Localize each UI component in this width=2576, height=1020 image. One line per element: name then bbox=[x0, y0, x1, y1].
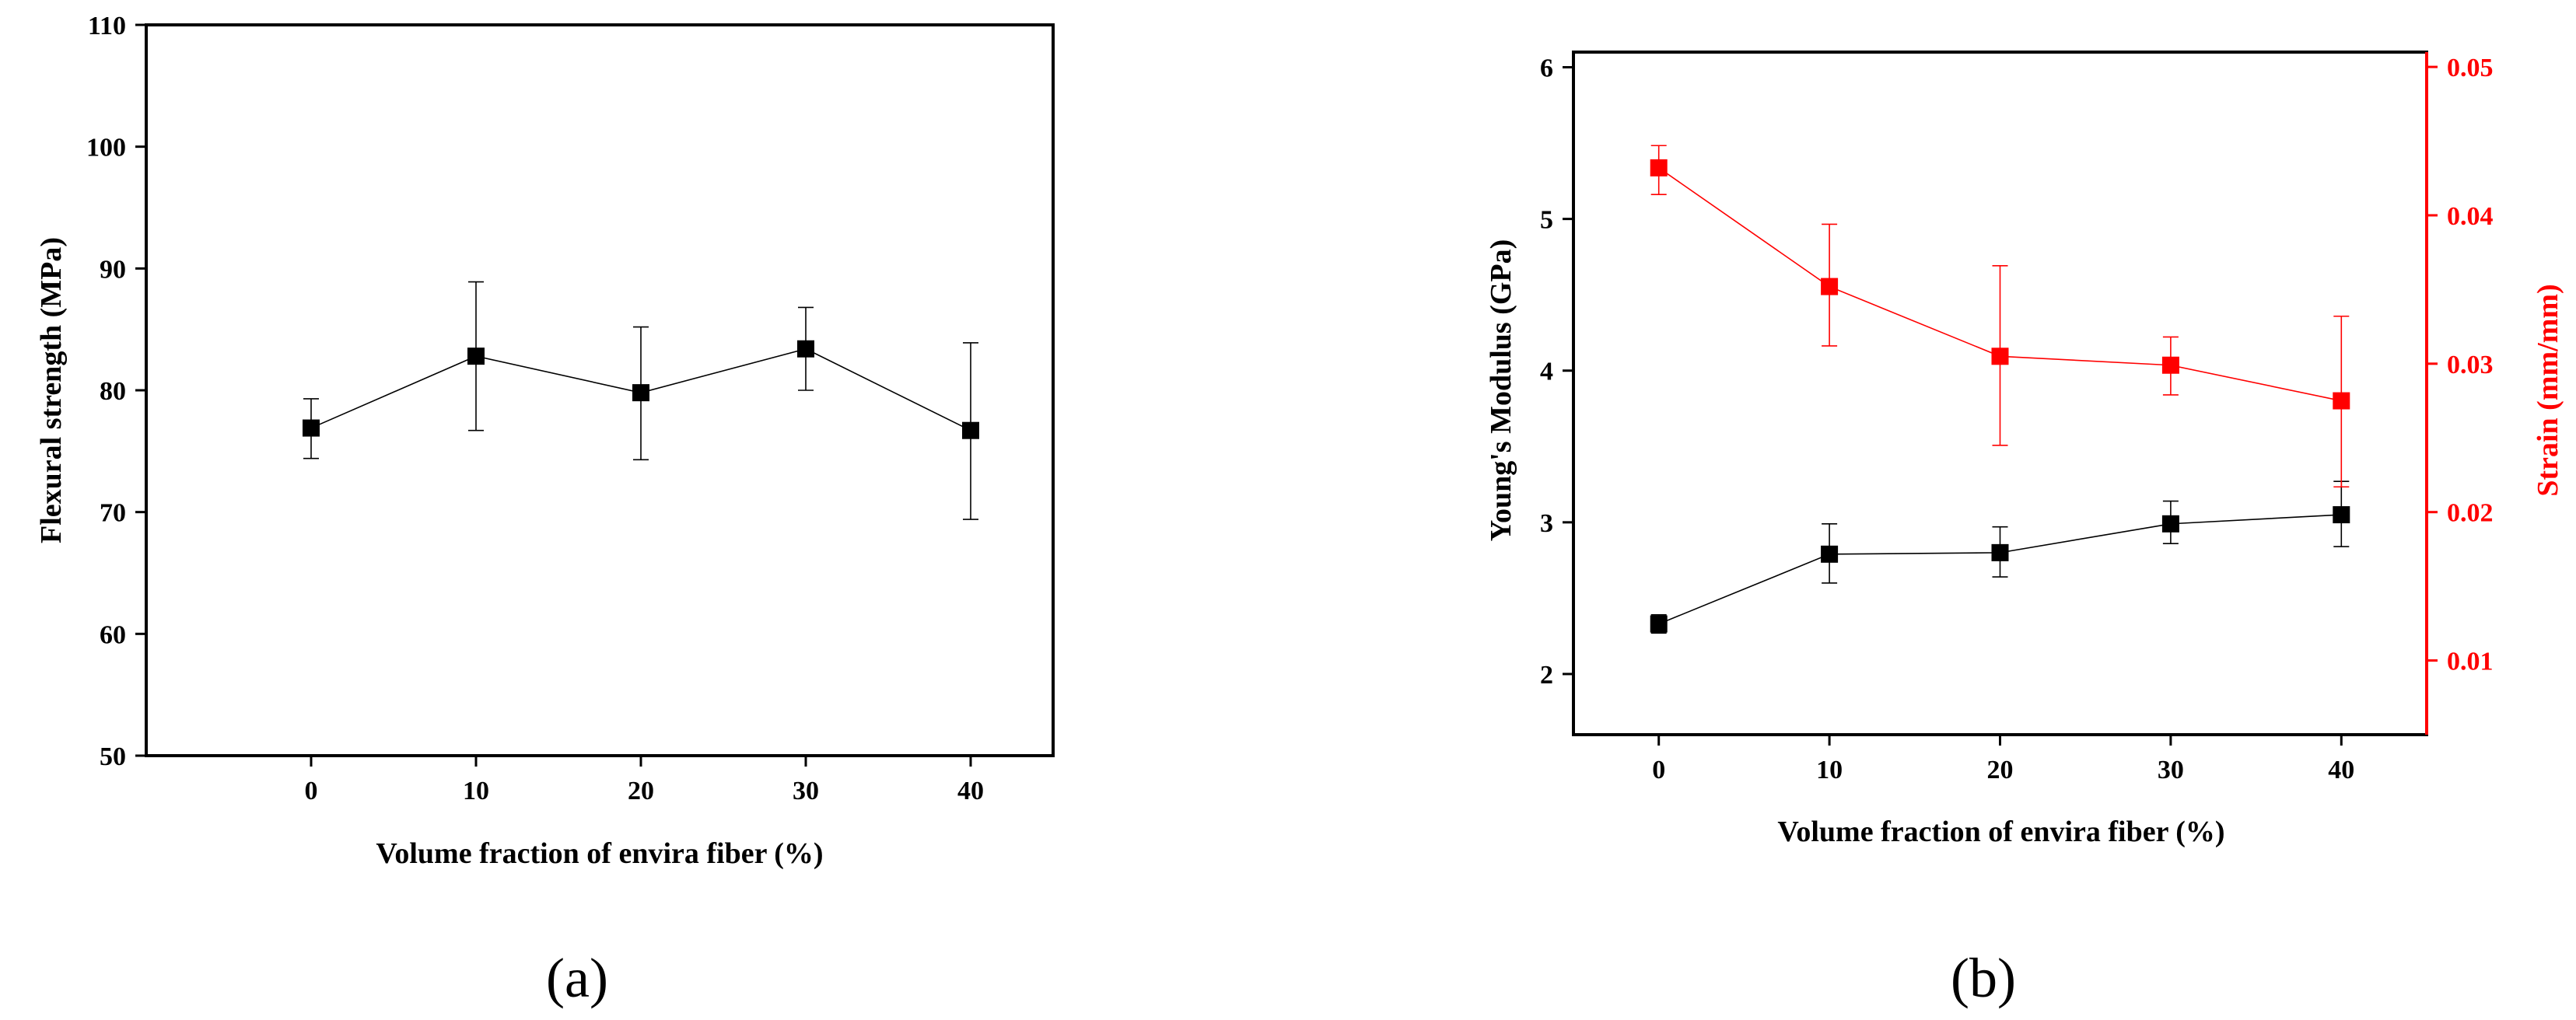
data-point-marker bbox=[1650, 615, 1668, 633]
x-axis: 0 10 20 30 40 bbox=[305, 756, 984, 805]
x-tick-label: 10 bbox=[1816, 756, 1843, 784]
y-tick-label-right: 0.03 bbox=[2447, 351, 2494, 379]
panel-label: (a) bbox=[546, 947, 608, 1009]
y-tick-label: 4 bbox=[1540, 358, 1553, 386]
data-point-marker bbox=[2333, 392, 2350, 410]
data-point-marker bbox=[1650, 159, 1668, 176]
x-tick-label: 30 bbox=[793, 777, 819, 805]
data-point-marker bbox=[2161, 515, 2179, 533]
y-axis: 2 3 4 5 6 bbox=[1540, 54, 1573, 690]
y-tick-label-right: 0.01 bbox=[2447, 648, 2494, 676]
y-tick-label: 80 bbox=[100, 377, 126, 406]
x-tick-label: 0 bbox=[1652, 756, 1665, 784]
y-tick-label-right: 0.05 bbox=[2447, 54, 2494, 82]
y-tick-label: 2 bbox=[1540, 661, 1553, 690]
data-point-marker bbox=[2161, 356, 2179, 374]
data-point-marker bbox=[2333, 506, 2350, 524]
y-axis-title: Flexural strength (MPa) bbox=[35, 237, 68, 543]
x-axis: 0 10 20 30 40 bbox=[1652, 735, 2354, 784]
x-tick-label: 40 bbox=[957, 777, 984, 805]
y-tick-label: 6 bbox=[1540, 54, 1553, 83]
y-tick-label-right: 0.04 bbox=[2447, 202, 2494, 231]
data-point-marker bbox=[1821, 545, 1839, 563]
x-tick-label: 0 bbox=[305, 777, 318, 805]
y-tick-label: 110 bbox=[88, 12, 126, 40]
data-point-marker bbox=[1821, 278, 1839, 295]
y-tick-label: 3 bbox=[1540, 509, 1553, 538]
y-axis: 50 60 70 80 90 100 110 bbox=[86, 12, 146, 771]
plot-area-frame bbox=[145, 23, 1055, 757]
y-tick-label: 5 bbox=[1540, 206, 1553, 235]
data-point-marker bbox=[632, 384, 649, 402]
x-axis-title: Volume fraction of envira fiber (%) bbox=[1777, 816, 2224, 848]
y-tick-label-right: 0.02 bbox=[2447, 499, 2494, 528]
x-tick-label: 30 bbox=[2158, 756, 2184, 784]
x-tick-label: 20 bbox=[628, 777, 654, 805]
series-group bbox=[303, 281, 979, 520]
x-tick-label: 40 bbox=[2328, 756, 2354, 784]
y-tick-label: 90 bbox=[100, 255, 126, 284]
data-point-marker bbox=[1991, 543, 2009, 561]
data-point-marker bbox=[467, 348, 485, 365]
chart-panel-b: 2 3 4 5 6 0.01 0.02 0.03 0.04 0.05 0 10 20 30 40 Vol… bbox=[1485, 51, 2564, 1009]
data-point-marker bbox=[962, 421, 979, 439]
chart-panel-a: 50 60 70 80 90 100 110 0 10 20 30 40 Volume fracti… bbox=[35, 12, 1055, 1009]
y-tick-label: 70 bbox=[100, 499, 126, 528]
data-point-marker bbox=[797, 340, 814, 358]
data-point-marker bbox=[303, 419, 320, 437]
panel-label: (b) bbox=[1951, 947, 2016, 1009]
data-point-marker bbox=[1991, 348, 2009, 365]
y-axis-title: Young's Modulus (GPa) bbox=[1485, 239, 1517, 542]
x-tick-label: 20 bbox=[1987, 756, 2014, 784]
x-axis-title: Volume fraction of envira fiber (%) bbox=[376, 837, 823, 870]
y-tick-label: 60 bbox=[100, 620, 126, 649]
series-group bbox=[1650, 145, 2350, 634]
y-tick-label: 50 bbox=[100, 742, 126, 771]
right-y-axis: 0.01 0.02 0.03 0.04 0.05 bbox=[2427, 54, 2494, 676]
x-tick-label: 10 bbox=[463, 777, 489, 805]
right-y-axis-title: Strain (mm/mm) bbox=[2532, 284, 2564, 496]
y-tick-label: 100 bbox=[86, 134, 126, 162]
